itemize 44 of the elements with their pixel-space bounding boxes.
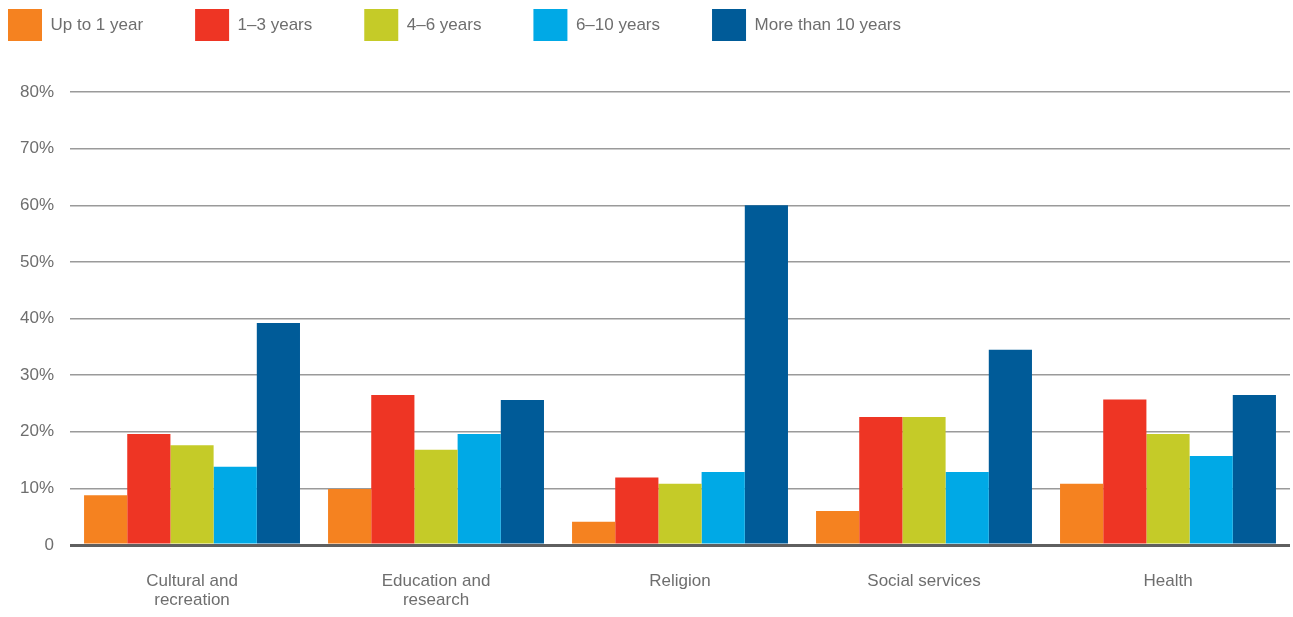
- bar: [457, 434, 501, 544]
- bar: [414, 449, 458, 544]
- legend-label: 1–3 years: [237, 14, 313, 34]
- x-tick-label: Education and research: [381, 571, 491, 609]
- bar: [859, 417, 903, 544]
- bar: [1060, 483, 1104, 544]
- bar: [945, 471, 989, 544]
- bar: [701, 471, 745, 544]
- x-tick-label: Social services: [867, 571, 981, 591]
- bar: [1146, 434, 1190, 544]
- y-tick-label: 10%: [19, 478, 55, 498]
- bar: [170, 445, 214, 544]
- bar: [572, 521, 616, 544]
- bar: [328, 488, 372, 544]
- bar: [500, 400, 544, 544]
- legend-label: 6–10 years: [575, 14, 661, 34]
- x-tick-label: Religion: [649, 571, 711, 591]
- x-tick-label: Cultural and recreation: [146, 571, 238, 609]
- bar: [1232, 394, 1276, 544]
- legend-label: More than 10 years: [754, 14, 901, 34]
- legend-label: Up to 1 year: [50, 14, 144, 34]
- bar: [256, 323, 300, 544]
- bar: [371, 394, 415, 544]
- bar: [84, 495, 128, 544]
- y-tick-label: 50%: [19, 251, 55, 271]
- bar: [744, 205, 788, 544]
- bar: [615, 477, 659, 544]
- bar: [1189, 456, 1233, 544]
- y-tick-label: 80%: [19, 81, 55, 101]
- bar: [658, 483, 702, 544]
- bar: [902, 417, 946, 544]
- legend-label: 4–6 years: [406, 14, 482, 34]
- y-tick-label: 60%: [19, 194, 55, 214]
- y-tick-label: 40%: [19, 308, 55, 328]
- y-tick-label: 30%: [19, 364, 55, 384]
- bar: [213, 466, 257, 544]
- x-tick-label: Health: [1143, 571, 1193, 591]
- y-tick-label: 0: [44, 534, 55, 554]
- y-tick-label: 70%: [19, 138, 55, 158]
- y-tick-label: 20%: [19, 421, 55, 441]
- bar: [127, 434, 171, 544]
- bar: [988, 349, 1032, 544]
- bar: [1103, 399, 1147, 544]
- bar: [816, 511, 860, 544]
